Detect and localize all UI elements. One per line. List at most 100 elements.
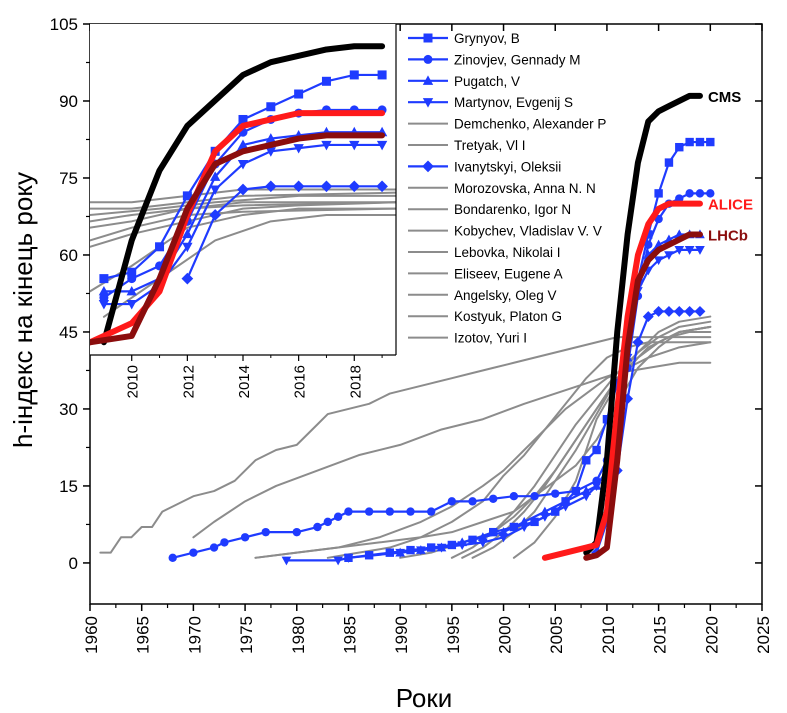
x-tick-label: 2025 [754, 616, 773, 654]
legend-label-kostyuk-platon-g: Kostyuk, Platon G [454, 309, 562, 324]
inset-data-point [265, 133, 276, 143]
x-tick-label: 1985 [340, 616, 359, 654]
legend: Grynyov, B Zinovjev, Gennady M Pugatch, V M… [408, 31, 606, 346]
legend-label-izotov-yuri-i: Izotov, Yuri I [454, 331, 527, 346]
inset-data-point [265, 147, 276, 157]
inset-data-point [266, 102, 276, 112]
data-point [653, 305, 665, 317]
data-point [592, 445, 601, 455]
inset-data-point [292, 180, 305, 193]
legend-label-grynyov-b: Grynyov, B [454, 31, 520, 46]
data-point [551, 489, 560, 498]
inset-data-point [349, 70, 359, 80]
data-point [385, 507, 395, 516]
data-point [189, 548, 198, 557]
inset-line-cms [100, 43, 386, 346]
series-line-demchenko-alexander-p [99, 336, 712, 554]
data-point [426, 507, 436, 516]
data-point [468, 497, 477, 506]
data-point [560, 502, 571, 512]
legend-marker-ivanytskyi-oleksii [422, 160, 434, 173]
data-point [684, 305, 696, 317]
data-point [168, 553, 177, 563]
inset-data-point [377, 70, 387, 80]
data-point [581, 492, 592, 502]
data-point [684, 246, 695, 255]
series-line-alice [541, 200, 703, 561]
inset-data-point [321, 140, 332, 151]
data-point [406, 545, 415, 555]
inset-data-point [237, 159, 249, 170]
inset-data-point [99, 293, 109, 303]
legend-label-eliseev-eugene-a: Eliseev, Eugene A [454, 266, 563, 281]
legend-label-ivanytskyi-oleksii: Ivanytskyi, Oleksii [454, 159, 561, 174]
x-tick-label: 1970 [185, 616, 204, 654]
data-point [406, 507, 415, 516]
data-point [333, 512, 343, 521]
data-point [664, 158, 674, 167]
legend-label-zinovjev-gennady-m: Zinovjev, Gennady M [454, 52, 581, 67]
inset-data-point [376, 140, 388, 151]
data-point [673, 305, 685, 317]
data-point [685, 137, 694, 147]
data-point [653, 256, 664, 266]
data-point [209, 543, 219, 552]
y-tick-label: 90 [59, 92, 78, 111]
legend-label-angelsky-oleg-v: Angelsky, Oleg V [454, 288, 557, 303]
inset-data-point [126, 300, 137, 310]
x-tick-label: 2000 [496, 616, 515, 654]
inset-data-point [182, 242, 193, 253]
data-point [663, 305, 675, 317]
data-point [706, 137, 715, 147]
data-point [313, 522, 322, 532]
inset-data-point [293, 144, 304, 154]
data-point [642, 311, 654, 323]
data-point [591, 482, 602, 491]
data-point [519, 523, 530, 533]
x-tick-label: 2005 [547, 616, 566, 654]
data-point [416, 546, 426, 556]
data-point [654, 189, 663, 198]
y-tick-label: 105 [50, 15, 78, 34]
inset-data-point [349, 140, 360, 151]
inset-data-point [209, 209, 222, 221]
legend-label-bondarenko-igor-n: Bondarenko, Igor N [454, 202, 571, 217]
x-axis-label: Роки [396, 683, 453, 713]
data-point [540, 512, 550, 522]
data-point [436, 543, 447, 553]
data-point [675, 142, 684, 152]
data-point [344, 507, 353, 516]
data-point [509, 492, 519, 501]
inset-x-tick-label: 2010 [125, 365, 142, 398]
data-point [602, 415, 612, 424]
inset-data-point [127, 274, 137, 284]
y-tick-label: 30 [59, 400, 78, 419]
inset-data-point [126, 285, 137, 296]
legend-marker-pugatch-v [422, 75, 434, 85]
series-label-cms: CMS [708, 89, 741, 106]
inset-plot: 2010 2012 2014 2016 2018 [90, 24, 397, 398]
inset-data-point [321, 76, 331, 86]
legend-label-kobychev-vladislav-v-v: Kobychev, Vladislav V. V [454, 224, 602, 239]
data-point [364, 507, 374, 516]
data-point [685, 189, 694, 198]
legend-label-tretyak-vl-i: Tretyak, Vl I [454, 138, 526, 153]
y-tick-label: 75 [59, 169, 78, 188]
y-tick-label: 60 [59, 246, 78, 265]
data-point [632, 336, 644, 348]
data-point [695, 137, 705, 147]
data-point [706, 189, 715, 198]
inset-data-point [127, 267, 137, 277]
data-point [426, 543, 436, 552]
data-point [674, 246, 685, 255]
inset-series [90, 43, 396, 346]
inset-line-lhcb [90, 132, 386, 346]
inset-data-point [98, 285, 110, 296]
inset-data-point [181, 272, 194, 285]
data-point [664, 251, 674, 261]
data-point [498, 533, 509, 543]
legend-marker-grynyov-b [423, 33, 433, 43]
x-tick-label: 1980 [289, 616, 308, 654]
series-line-bondarenko-igor-n [399, 325, 712, 559]
data-point [530, 492, 539, 501]
